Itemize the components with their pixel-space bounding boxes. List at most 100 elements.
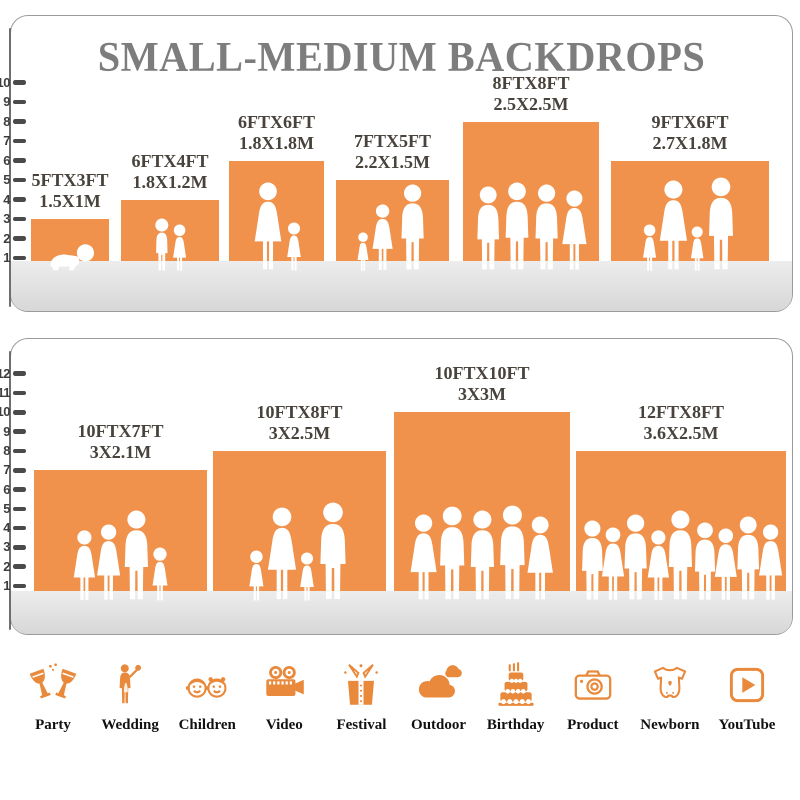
- bar-size-label: 8FTX8FT 2.5X2.5M: [492, 73, 569, 115]
- man-silhouette-icon: [313, 502, 353, 602]
- man-silhouette-icon: [702, 177, 740, 272]
- size-feet: 10FTX10FT: [434, 363, 530, 384]
- size-meters: 1.8X1.8M: [238, 132, 314, 153]
- tick-number: 6: [3, 152, 10, 168]
- tick-dash-icon: [13, 467, 26, 473]
- tick-number: 1: [3, 250, 10, 265]
- tick-number: 2: [3, 230, 10, 246]
- tick-number: 12: [0, 365, 11, 381]
- axis-tick-8: 8: [0, 113, 26, 129]
- woman-silhouette-icon: [655, 180, 692, 272]
- category-video: Video: [247, 660, 321, 734]
- bottom-chart-panel: 12345678910111210FTX7FT3X2.1M10FTX8FT3X2…: [0, 338, 793, 635]
- axis-tick-9: 9: [0, 425, 26, 438]
- tick-number: 5: [3, 172, 10, 187]
- axis-tick-8: 8: [0, 442, 26, 458]
- axis-tick-1: 1: [0, 578, 26, 593]
- tick-number: 7: [3, 133, 10, 148]
- backdrop-bar-6ftx4ft: 6FTX4FT 1.8X1.2M: [121, 151, 219, 262]
- tick-dash-icon: [13, 197, 26, 202]
- axis-tick-5: 5: [0, 500, 26, 516]
- size-meters: 3.6X2.5M: [643, 422, 719, 443]
- backdrop-bar-7ftx5ft: 7FTX5FT 2.2X1.5M: [336, 131, 449, 261]
- size-feet: 6FTX4FT: [131, 150, 209, 171]
- tick-dash-icon: [13, 255, 26, 261]
- axis-tick-4: 4: [0, 193, 26, 206]
- tick-dash-icon: [13, 390, 26, 396]
- backdrop-bar-10ftx8ft: 10FTX8FT 3X2.5M: [213, 402, 386, 591]
- category-children: Children: [170, 660, 244, 734]
- youtube-icon: [729, 667, 765, 703]
- boy-silhouette-icon: [151, 218, 173, 272]
- people-silhouettes: [576, 510, 786, 602]
- backdrop-bar-6ftx6ft: 6FTX6FT 1.8X1.8M: [229, 112, 324, 262]
- bar-size-label: 5FTX3FT 1.5X1M: [31, 170, 108, 212]
- axis-tick-7: 7: [0, 463, 26, 476]
- bar-size-label: 6FTX4FT 1.8X1.2M: [131, 151, 208, 193]
- bottom-y-axis-line: [9, 351, 12, 630]
- top-y-axis-line: [9, 28, 12, 307]
- bar-size-label: 6FTX6FT 1.8X1.8M: [238, 112, 315, 154]
- category-festival: Festival: [324, 660, 398, 734]
- tick-number: 8: [3, 113, 10, 129]
- tick-number: 8: [3, 442, 10, 458]
- video-label: Video: [265, 717, 303, 733]
- tick-dash-icon: [13, 119, 26, 124]
- page-title: SMALL-MEDIUM BACKDROPS: [97, 35, 706, 81]
- people-silhouettes: [611, 177, 769, 272]
- backdrop-bar-8ftx8ft: 8FTX8FT 2.5X2.5M: [463, 73, 599, 262]
- people-silhouettes: [213, 502, 386, 602]
- tick-dash-icon: [13, 583, 26, 589]
- tick-number: 1: [3, 578, 10, 593]
- tick-dash-icon: [13, 99, 26, 105]
- tick-number: 5: [3, 500, 10, 516]
- outdoor-label: Outdoor: [411, 717, 467, 733]
- woman-silhouette-icon: [558, 190, 591, 272]
- axis-tick-1: 1: [0, 250, 26, 265]
- party-label: Party: [35, 717, 71, 733]
- axis-tick-2: 2: [0, 560, 26, 573]
- birthday-label: Birthday: [486, 717, 545, 733]
- size-meters: 3X3M: [457, 384, 506, 405]
- size-feet: 9FTX6FT: [651, 111, 729, 132]
- tick-dash-icon: [13, 525, 26, 531]
- axis-tick-6: 6: [0, 152, 26, 168]
- backdrop-bar-10ftx10ft: 10FTX10FT 3X3M: [394, 363, 570, 591]
- top-floor-strip: [11, 261, 792, 311]
- tick-number: 10: [0, 404, 11, 420]
- festival-icon: [344, 663, 379, 705]
- tick-number: 3: [3, 539, 10, 555]
- woman-silhouette-icon: [523, 516, 557, 602]
- tick-dash-icon: [13, 236, 26, 241]
- tick-number: 6: [3, 481, 10, 497]
- tick-number: 3: [3, 211, 10, 226]
- top-chart-panel: SMALL-MEDIUM BACKDROPS 1 2 3 4 5 6 7 8 9 10 5FTX3F…: [0, 15, 793, 312]
- newborn-icon: [653, 666, 687, 699]
- children-icon: [186, 677, 227, 698]
- size-meters: 3X2.1M: [89, 442, 152, 463]
- category-outdoor: Outdoor: [402, 660, 476, 734]
- tick-dash-icon: [13, 448, 26, 454]
- tick-dash-icon: [13, 158, 26, 163]
- tick-dash-icon: [13, 429, 26, 434]
- tick-dash-icon: [13, 545, 26, 550]
- woman-silhouette-icon: [263, 507, 301, 602]
- birthday-icon: [497, 662, 534, 706]
- tick-dash-icon: [13, 506, 26, 512]
- party-icon: [29, 663, 77, 699]
- girl-silhouette-icon: [149, 547, 171, 602]
- size-meters: 1.8X1.2M: [132, 171, 208, 192]
- people-silhouettes: [336, 184, 449, 272]
- size-feet: 6FTX6FT: [237, 111, 316, 132]
- children-label: Children: [178, 717, 236, 733]
- girl-silhouette-icon: [170, 224, 189, 272]
- product-icon: [574, 670, 612, 700]
- tick-dash-icon: [13, 138, 26, 144]
- category-birthday: Birthday: [479, 660, 553, 734]
- size-feet: 12FTX8FT: [637, 401, 725, 422]
- bar-size-label: 10FTX8FT 3X2.5M: [256, 402, 342, 444]
- tick-number: 11: [0, 385, 11, 400]
- category-youtube: YouTube: [710, 660, 784, 734]
- tick-number: 9: [3, 94, 10, 109]
